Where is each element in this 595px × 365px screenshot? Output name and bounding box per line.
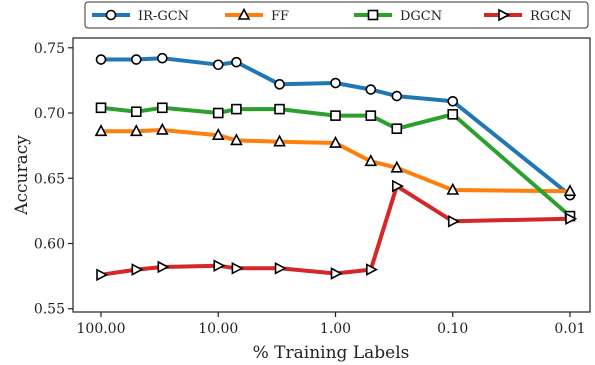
series-layer (94, 52, 578, 282)
legend-frame (84, 1, 589, 29)
x-tick-label: 0.10 (437, 321, 468, 337)
legend-label-ff: FF (271, 9, 289, 24)
legend-marker-ff (237, 7, 251, 20)
legend-item-ff: FF (225, 7, 289, 24)
y-tick-label: 0.70 (34, 106, 65, 122)
data-point-ir-gcn-0 (95, 54, 107, 65)
series-ff (94, 122, 577, 197)
series-rgcn (96, 179, 578, 282)
data-point-dgcn-9 (447, 109, 459, 120)
data-point-ir-gcn-6 (330, 77, 341, 89)
legend-label-ir-gcn: IR-GCN (138, 9, 189, 24)
data-point-ff-1 (129, 124, 143, 137)
x-tick-label: 0.01 (554, 321, 585, 337)
legend-marker-dgcn (367, 9, 379, 21)
data-point-rgcn-8 (392, 179, 405, 193)
x-axis-title: % Training Labels (253, 343, 410, 363)
x-tick-label: 10.00 (198, 321, 238, 337)
y-tick-label: 0.65 (34, 171, 65, 187)
data-point-ir-gcn-3 (212, 59, 224, 71)
legend-item-dgcn: DGCN (354, 9, 442, 24)
data-point-ff-0 (94, 124, 108, 137)
data-point-ir-gcn-9 (447, 95, 459, 107)
data-point-dgcn-5 (274, 103, 285, 115)
legend: IR-GCN FF DGCN RGCN (84, 1, 589, 29)
data-point-rgcn-7 (365, 263, 379, 276)
data-point-ff-8 (390, 160, 404, 173)
data-point-ff-6 (329, 135, 342, 148)
x-tick-label: 100.00 (77, 321, 126, 337)
data-point-dgcn-2 (157, 102, 168, 114)
y-tick-label: 0.55 (34, 302, 65, 318)
x-tick-label: 1.00 (320, 321, 351, 337)
data-point-rgcn-3 (213, 259, 226, 273)
data-point-dgcn-6 (330, 110, 341, 121)
data-point-dgcn-7 (365, 110, 377, 121)
legend-item-ir-gcn: IR-GCN (92, 9, 189, 24)
data-point-dgcn-1 (130, 106, 142, 118)
y-axis: 0.55 0.60 0.65 0.70 0.75 (34, 41, 73, 318)
legend-label-dgcn: DGCN (400, 9, 442, 24)
data-point-rgcn-2 (157, 260, 170, 274)
data-point-ff-2 (155, 122, 169, 135)
legend-marker-rgcn (498, 8, 511, 22)
plot-area (72, 37, 591, 313)
data-point-ff-9 (446, 182, 460, 195)
data-point-rgcn-4 (231, 261, 244, 275)
data-point-ir-gcn-8 (391, 90, 403, 102)
y-tick-label: 0.60 (34, 237, 65, 253)
series-ir-gcn (95, 52, 576, 201)
data-point-rgcn-6 (330, 267, 343, 280)
data-point-ir-gcn-7 (365, 84, 377, 95)
legend-label-rgcn: RGCN (530, 9, 572, 24)
data-point-dgcn-3 (212, 107, 224, 119)
y-axis-title: Accuracy (12, 135, 32, 216)
data-point-ir-gcn-5 (274, 79, 285, 90)
data-point-ff-4 (230, 133, 243, 146)
data-point-rgcn-0 (96, 268, 109, 282)
data-point-ff-10 (563, 184, 577, 197)
data-point-dgcn-8 (391, 123, 403, 134)
data-point-rgcn-9 (447, 214, 460, 228)
data-point-dgcn-4 (231, 103, 242, 115)
data-point-ir-gcn-2 (157, 52, 168, 64)
series-dgcn (95, 102, 576, 222)
data-point-rgcn-1 (131, 263, 144, 276)
legend-item-rgcn: RGCN (484, 8, 572, 24)
data-point-ir-gcn-4 (231, 56, 242, 68)
y-tick-label: 0.75 (34, 41, 65, 57)
data-point-ir-gcn-1 (130, 54, 142, 65)
data-point-rgcn-5 (274, 261, 287, 275)
data-point-ff-7 (364, 154, 378, 167)
data-point-ff-3 (211, 127, 225, 141)
x-axis: 100.00 10.00 1.00 0.10 0.01 (77, 312, 586, 337)
series-line-rgcn (100, 184, 571, 277)
data-point-dgcn-0 (95, 102, 107, 114)
data-point-rgcn-10 (565, 212, 578, 226)
series-line-dgcn (100, 105, 572, 218)
data-point-ff-5 (273, 134, 286, 147)
legend-marker-ir-gcn (105, 9, 117, 21)
